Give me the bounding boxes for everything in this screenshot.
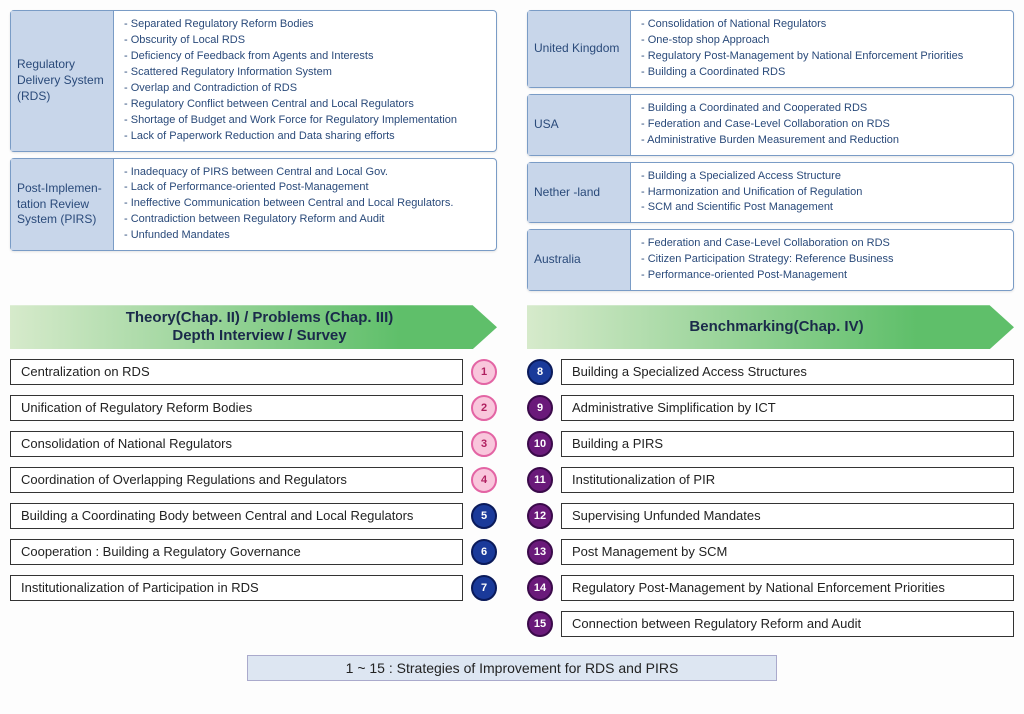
country-item: SCM and Scientific Post Management bbox=[641, 200, 1003, 216]
problem-item: Inadequacy of PIRS between Central and L… bbox=[124, 165, 486, 181]
country-box: Australia Federation and Case-Level Colla… bbox=[527, 229, 1014, 291]
strategy-box: Administrative Simplification by ICT bbox=[561, 395, 1014, 421]
strategy-number-1: 1 bbox=[471, 359, 497, 385]
problem-label: Post-Implemen-tation Review System (PIRS… bbox=[11, 159, 114, 251]
problem-label: Regulatory Delivery System (RDS) bbox=[11, 11, 114, 151]
problem-item: Contradiction between Regulatory Reform … bbox=[124, 212, 486, 228]
problem-item: Regulatory Conflict between Central and … bbox=[124, 97, 486, 113]
strategy-row: 13 Post Management by SCM bbox=[527, 537, 1014, 567]
strategy-box: Regulatory Post-Management by National E… bbox=[561, 575, 1014, 601]
strategy-row: 15 Connection between Regulatory Reform a… bbox=[527, 609, 1014, 639]
problem-box: Regulatory Delivery System (RDS)Separate… bbox=[10, 10, 497, 152]
strategy-box: Institutionalization of PIR bbox=[561, 467, 1014, 493]
strategy-row: 10 Building a PIRS bbox=[527, 429, 1014, 459]
strategy-number-6: 6 bbox=[471, 539, 497, 565]
strategy-row: Cooperation : Building a Regulatory Gove… bbox=[10, 537, 497, 567]
problem-item: Overlap and Contradiction of RDS bbox=[124, 81, 486, 97]
strategy-number-4: 4 bbox=[471, 467, 497, 493]
strategy-row: 8 Building a Specialized Access Structure… bbox=[527, 357, 1014, 387]
country-box: United KingdomConsolidation of National … bbox=[527, 10, 1014, 88]
country-item: Consolidation of National Regulators bbox=[641, 17, 1003, 33]
country-items: Federation and Case-Level Collaboration … bbox=[631, 230, 1013, 290]
strategy-number-7: 7 bbox=[471, 575, 497, 601]
country-item: Harmonization and Unification of Regulat… bbox=[641, 185, 1003, 201]
strategy-number-11: 11 bbox=[527, 467, 553, 493]
strategy-box: Building a Coordinating Body between Cen… bbox=[10, 503, 463, 529]
strategy-number-9: 9 bbox=[527, 395, 553, 421]
strategy-box: Unification of Regulatory Reform Bodies bbox=[10, 395, 463, 421]
country-item: Administrative Burden Measurement and Re… bbox=[641, 133, 1003, 149]
problem-item: Separated Regulatory Reform Bodies bbox=[124, 17, 486, 33]
strategy-box: Supervising Unfunded Mandates bbox=[561, 503, 1014, 529]
strategies-section: Centralization on RDS 1 Unification of Reg… bbox=[10, 357, 1014, 645]
top-section: Regulatory Delivery System (RDS)Separate… bbox=[10, 10, 1014, 297]
problems-column: Regulatory Delivery System (RDS)Separate… bbox=[10, 10, 497, 297]
country-label: Nether -land bbox=[528, 163, 631, 223]
country-item: Citizen Participation Strategy: Referenc… bbox=[641, 252, 1003, 268]
problem-item: Shortage of Budget and Work Force for Re… bbox=[124, 113, 486, 129]
country-item: Building a Specialized Access Structure bbox=[641, 169, 1003, 185]
country-item: Performance-oriented Post-Management bbox=[641, 268, 1003, 284]
countries-column: United KingdomConsolidation of National … bbox=[527, 10, 1014, 297]
strategy-box: Centralization on RDS bbox=[10, 359, 463, 385]
country-label: United Kingdom bbox=[528, 11, 631, 87]
problem-item: Lack of Performance-oriented Post-Manage… bbox=[124, 180, 486, 196]
strategy-number-13: 13 bbox=[527, 539, 553, 565]
country-label: USA bbox=[528, 95, 631, 155]
country-item: Federation and Case-Level Collaboration … bbox=[641, 117, 1003, 133]
strategy-row: 9 Administrative Simplification by ICT bbox=[527, 393, 1014, 423]
strategy-box: Building a Specialized Access Structures bbox=[561, 359, 1014, 385]
country-items: Building a Coordinated and Cooperated RD… bbox=[631, 95, 1013, 155]
strategy-number-3: 3 bbox=[471, 431, 497, 457]
strategy-row: Building a Coordinating Body between Cen… bbox=[10, 501, 497, 531]
strategy-box: Connection between Regulatory Reform and… bbox=[561, 611, 1014, 637]
country-items: Consolidation of National RegulatorsOne-… bbox=[631, 11, 1013, 87]
strategies-right: 8 Building a Specialized Access Structure… bbox=[527, 357, 1014, 645]
country-item: Building a Coordinated RDS bbox=[641, 65, 1003, 81]
strategy-row: 14 Regulatory Post-Management by National… bbox=[527, 573, 1014, 603]
benchmarking-arrow: Benchmarking(Chap. IV) bbox=[527, 305, 1014, 349]
strategies-left: Centralization on RDS 1 Unification of Reg… bbox=[10, 357, 497, 645]
strategy-number-8: 8 bbox=[527, 359, 553, 385]
country-item: Building a Coordinated and Cooperated RD… bbox=[641, 101, 1003, 117]
strategy-row: Consolidation of National Regulators 3 bbox=[10, 429, 497, 459]
problem-item: Ineffective Communication between Centra… bbox=[124, 196, 486, 212]
strategy-row: Unification of Regulatory Reform Bodies 2 bbox=[10, 393, 497, 423]
strategy-row: Institutionalization of Participation in… bbox=[10, 573, 497, 603]
country-box: Nether -landBuilding a Specialized Acces… bbox=[527, 162, 1014, 224]
problem-item: Obscurity of Local RDS bbox=[124, 33, 486, 49]
strategy-row: Coordination of Overlapping Regulations … bbox=[10, 465, 497, 495]
strategy-number-2: 2 bbox=[471, 395, 497, 421]
strategy-number-12: 12 bbox=[527, 503, 553, 529]
country-items: Building a Specialized Access StructureH… bbox=[631, 163, 1013, 223]
arrow-row: Theory(Chap. II) / Problems (Chap. III)D… bbox=[10, 297, 1014, 357]
footer-legend: 1 ~ 15 : Strategies of Improvement for R… bbox=[247, 655, 777, 681]
problem-item: Lack of Paperwork Reduction and Data sha… bbox=[124, 129, 486, 145]
strategy-box: Post Management by SCM bbox=[561, 539, 1014, 565]
strategy-row: Centralization on RDS 1 bbox=[10, 357, 497, 387]
country-item: Federation and Case-Level Collaboration … bbox=[641, 236, 1003, 252]
strategy-number-10: 10 bbox=[527, 431, 553, 457]
problem-items: Inadequacy of PIRS between Central and L… bbox=[114, 159, 496, 251]
strategy-number-5: 5 bbox=[471, 503, 497, 529]
strategy-box: Institutionalization of Participation in… bbox=[10, 575, 463, 601]
country-item: One-stop shop Approach bbox=[641, 33, 1003, 49]
strategy-box: Coordination of Overlapping Regulations … bbox=[10, 467, 463, 493]
problem-item: Unfunded Mandates bbox=[124, 228, 486, 244]
problem-item: Deficiency of Feedback from Agents and I… bbox=[124, 49, 486, 65]
strategy-row: 11 Institutionalization of PIR bbox=[527, 465, 1014, 495]
theory-problems-arrow: Theory(Chap. II) / Problems (Chap. III)D… bbox=[10, 305, 497, 349]
strategy-box: Building a PIRS bbox=[561, 431, 1014, 457]
problem-box: Post-Implemen-tation Review System (PIRS… bbox=[10, 158, 497, 252]
country-label: Australia bbox=[528, 230, 631, 290]
strategy-number-15: 15 bbox=[527, 611, 553, 637]
strategy-row: 12 Supervising Unfunded Mandates bbox=[527, 501, 1014, 531]
problem-items: Separated Regulatory Reform BodiesObscur… bbox=[114, 11, 496, 151]
strategy-number-14: 14 bbox=[527, 575, 553, 601]
country-box: USA Building a Coordinated and Cooperated… bbox=[527, 94, 1014, 156]
strategy-box: Cooperation : Building a Regulatory Gove… bbox=[10, 539, 463, 565]
problem-item: Scattered Regulatory Information System bbox=[124, 65, 486, 81]
strategy-box: Consolidation of National Regulators bbox=[10, 431, 463, 457]
country-item: Regulatory Post-Management by National E… bbox=[641, 49, 1003, 65]
